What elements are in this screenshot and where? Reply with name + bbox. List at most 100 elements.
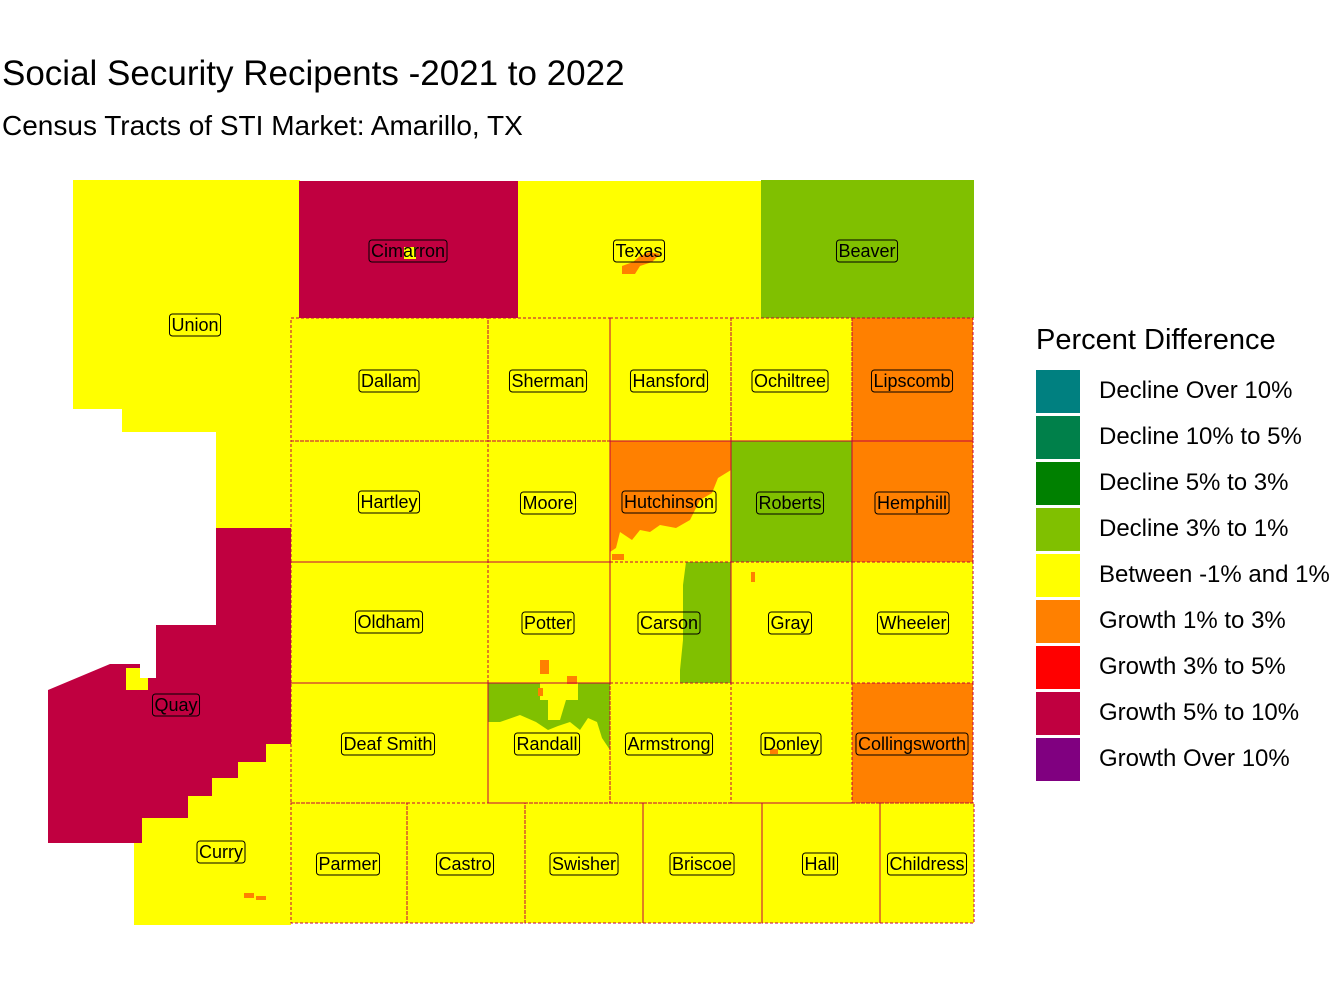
- tract-patch: [567, 676, 577, 684]
- county-label: Hemphill: [874, 491, 950, 515]
- legend-label: Decline 10% to 5%: [1099, 423, 1302, 450]
- county-label-text: Ochiltree: [754, 371, 826, 391]
- county-label: Ochiltree: [751, 369, 829, 393]
- county-label-box: [855, 732, 969, 756]
- county-shape: [525, 803, 643, 923]
- county-label-box: [358, 369, 420, 393]
- legend-swatch: [1036, 461, 1080, 505]
- tract-patches: [126, 247, 778, 900]
- county-shape: [291, 683, 488, 803]
- legend-swatch: [1036, 415, 1080, 459]
- county-label-box: [624, 732, 714, 756]
- tract-patch: [680, 562, 731, 683]
- county-label-text: Hartley: [360, 492, 417, 512]
- county-label-box: [357, 490, 421, 514]
- county-label: Swisher: [549, 852, 619, 876]
- county-label-text: Union: [171, 315, 218, 335]
- county-label-box: [354, 610, 424, 634]
- county-label-text: Curry: [199, 842, 243, 862]
- legend-list: Decline Over 10% Decline 10% to 5% Decli…: [1036, 368, 1344, 782]
- county-label-box: [519, 491, 577, 515]
- tract-patch: [622, 252, 660, 274]
- county-shape: [643, 803, 762, 923]
- legend-item: Growth 3% to 5%: [1036, 644, 1344, 690]
- county-label: Cimarron: [368, 239, 448, 263]
- county-shape: [73, 180, 300, 528]
- county-shape: [731, 683, 852, 803]
- county-label-text: Hall: [804, 854, 835, 874]
- tract-patch: [404, 247, 416, 259]
- county-label-box: [435, 852, 495, 876]
- county-label: Roberts: [755, 491, 825, 515]
- county-label-box: [196, 840, 246, 864]
- county-label: Texas: [612, 239, 666, 263]
- county-label-text: Dallam: [361, 371, 417, 391]
- county-shape: [488, 318, 610, 441]
- county-shape: [134, 744, 291, 925]
- county-label: Dallam: [358, 369, 420, 393]
- county-border: [730, 317, 853, 442]
- county-label-text: Wheeler: [879, 613, 946, 633]
- county-label-box: [835, 239, 899, 263]
- county-shape: [407, 803, 525, 923]
- legend-item: Growth Over 10%: [1036, 736, 1344, 782]
- county-label-box: [612, 239, 666, 263]
- county-label: Hutchinson: [621, 490, 717, 514]
- county-label-box: [876, 611, 950, 635]
- county-shape: [762, 803, 880, 923]
- county-shape: [761, 180, 974, 318]
- tract-patch: [488, 683, 610, 750]
- county-shape: [291, 562, 488, 683]
- county-label-box: [870, 369, 954, 393]
- county-label-box: [669, 852, 735, 876]
- tract-patch: [538, 688, 543, 696]
- county-label-text: Deaf Smith: [343, 734, 432, 754]
- legend-label: Growth 1% to 3%: [1099, 607, 1286, 634]
- legend-swatch: [1036, 369, 1080, 413]
- county-label-text: Hansford: [632, 371, 705, 391]
- county-label: Hartley: [357, 490, 421, 514]
- county-border: [879, 802, 975, 924]
- county-label-box: [549, 852, 619, 876]
- county-label-text: Carson: [640, 613, 698, 633]
- county-label-box: [637, 611, 701, 635]
- county-label: Potter: [521, 611, 575, 635]
- county-label: Parmer: [315, 852, 381, 876]
- county-label-box: [751, 369, 829, 393]
- legend-label: Growth 5% to 10%: [1099, 699, 1300, 726]
- county-label-text: Oldham: [357, 612, 420, 632]
- tract-patch: [244, 893, 254, 898]
- county-label-box: [168, 313, 222, 337]
- county-label-text: Hutchinson: [624, 492, 714, 512]
- county-label-box: [513, 732, 581, 756]
- county-label-box: [508, 369, 588, 393]
- county-label-text: Texas: [615, 241, 662, 261]
- county-shape: [852, 683, 973, 803]
- county-label-box: [621, 490, 717, 514]
- county-label-box: [521, 611, 575, 635]
- county-label-text: Donley: [763, 734, 819, 754]
- legend-label: Growth Over 10%: [1099, 745, 1290, 772]
- county-shape: [880, 803, 974, 923]
- tract-patch: [610, 470, 731, 562]
- legend-swatch: [1036, 553, 1080, 597]
- county-shape: [731, 441, 852, 562]
- county-shape: [731, 562, 852, 683]
- county-label: Sherman: [508, 369, 588, 393]
- tract-patch: [256, 896, 266, 900]
- county-shape: [291, 441, 488, 562]
- county-shape: [518, 181, 761, 318]
- county-shape: [610, 318, 731, 441]
- county-label-box: [629, 369, 709, 393]
- county-label: Childress: [886, 852, 968, 876]
- tract-patch: [751, 572, 755, 582]
- legend: Percent Difference Decline Over 10% Decl…: [1036, 320, 1344, 782]
- legend-label: Growth 3% to 5%: [1099, 653, 1286, 680]
- county-label: Oldham: [354, 610, 424, 634]
- map-title: Social Security Recipents -2021 to 2022: [2, 54, 625, 93]
- county-label-text: Childress: [889, 854, 964, 874]
- county-label: Donley: [760, 732, 822, 756]
- legend-label: Decline 5% to 3%: [1099, 469, 1289, 496]
- county-label-text: Hemphill: [877, 493, 947, 513]
- tract-patch: [126, 668, 148, 690]
